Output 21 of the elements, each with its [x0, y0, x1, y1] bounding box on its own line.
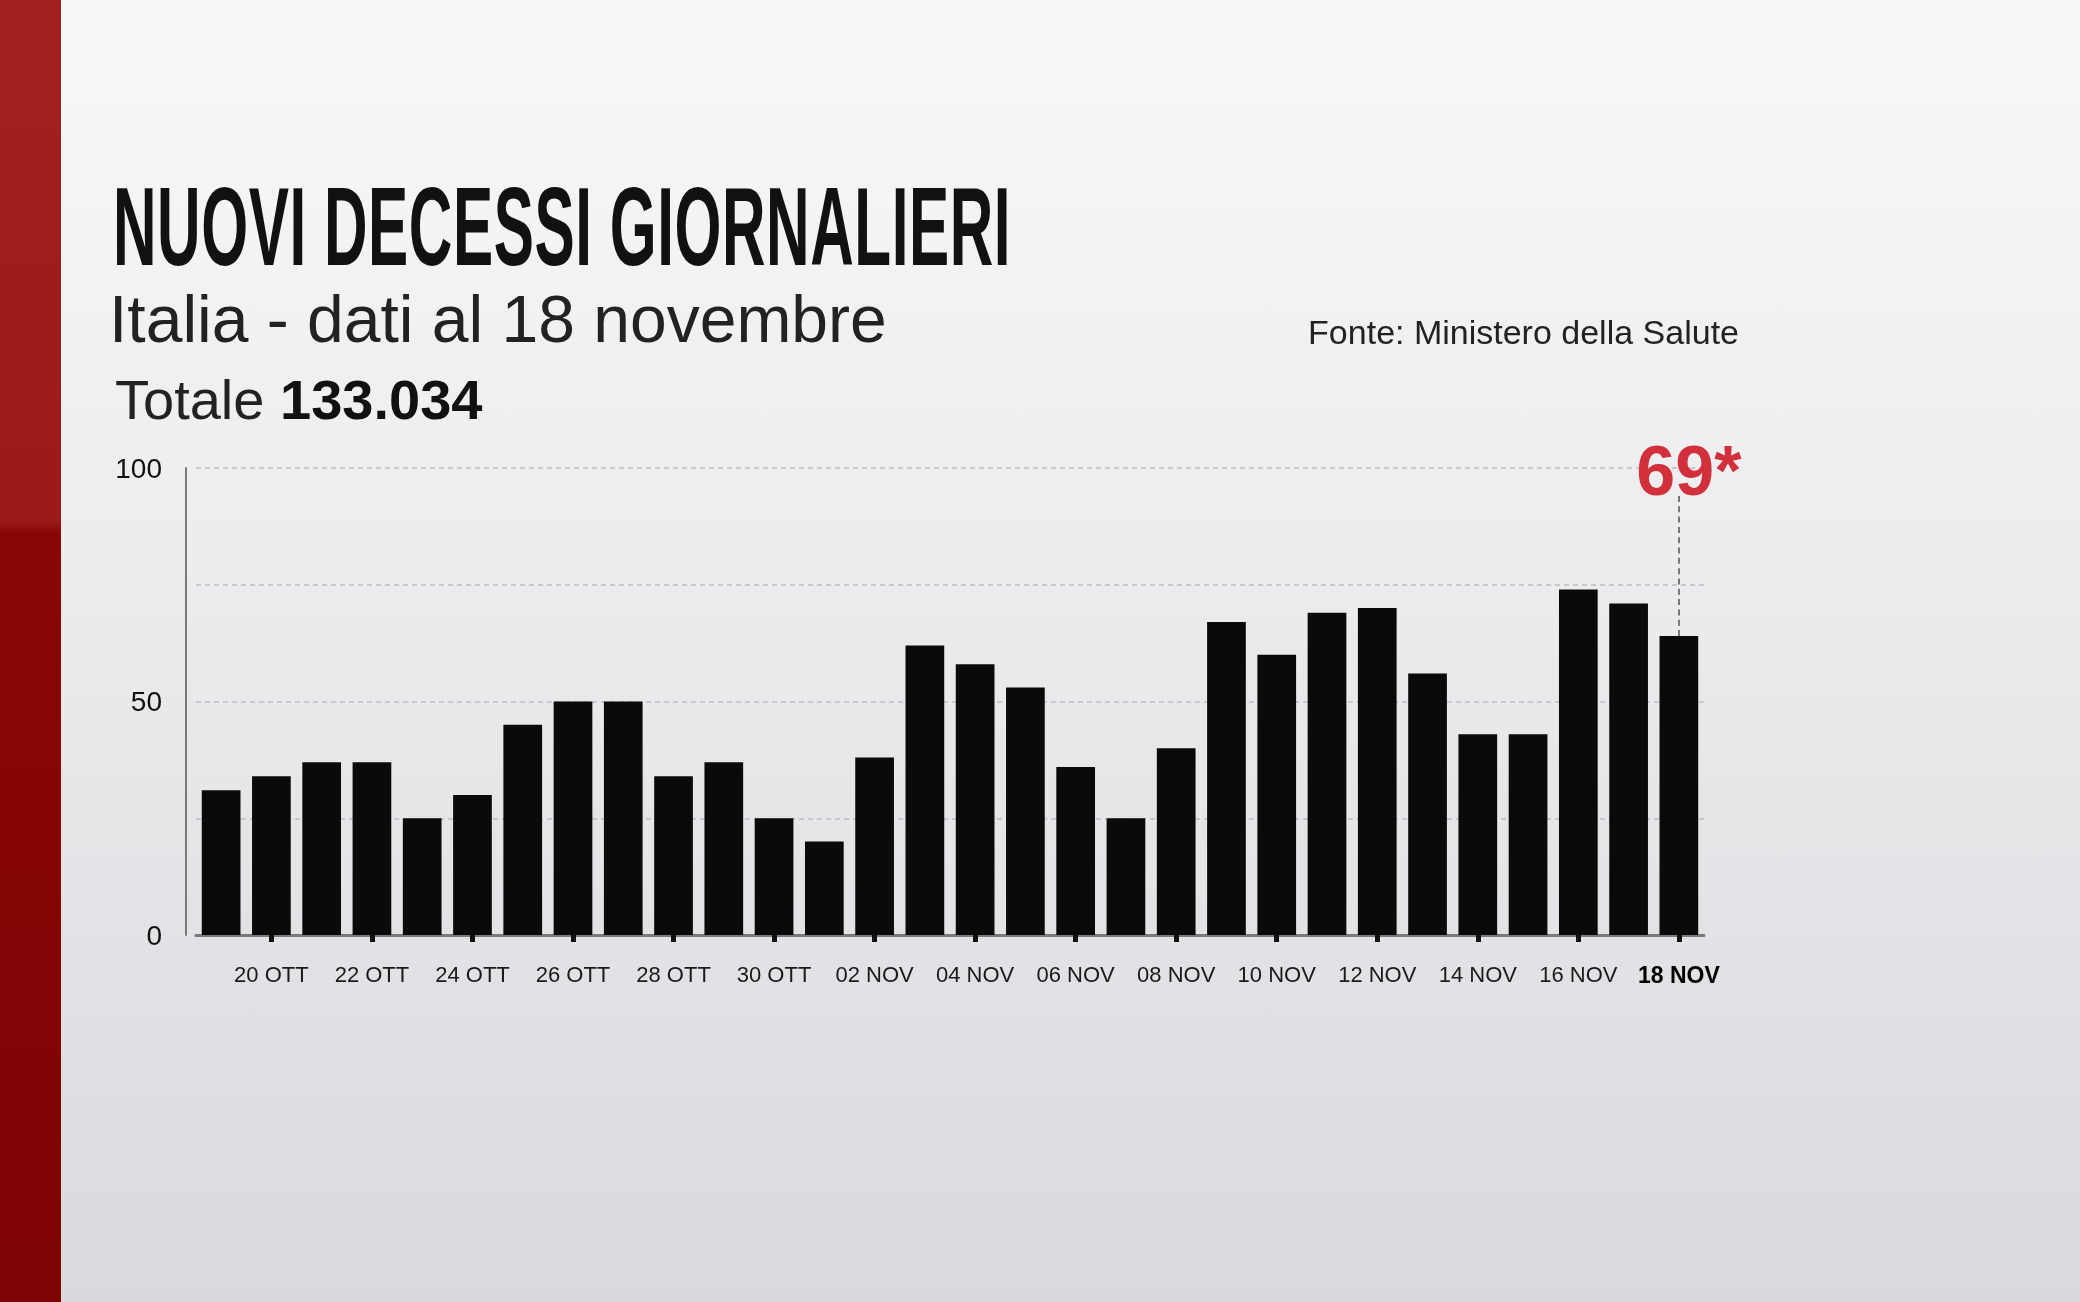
x-tick-label: 12 NOV [1338, 961, 1417, 987]
annotation: 69* [1636, 432, 1742, 510]
x-tick-label: 30 OTT [736, 961, 812, 987]
x-tick-label: 20 OTT [234, 961, 309, 987]
x-tick-label: 04 NOV [936, 961, 1015, 987]
x-tick-label: 08 NOV [1137, 961, 1216, 987]
y-tick-label: 100 [115, 452, 162, 484]
y-tick-label: 0 [146, 919, 162, 951]
x-tick-label: 24 OTT [435, 961, 510, 987]
x-tick-label: 10 NOV [1237, 961, 1317, 987]
x-tick-label: 06 NOV [1036, 961, 1116, 987]
y-tick-label: 50 [130, 686, 162, 717]
x-tick-label: 02 NOV [835, 961, 915, 987]
x-tick-label: 28 OTT [636, 961, 711, 987]
x-tick-label: 16 NOV [1539, 961, 1618, 987]
text: Totale 133.034 [115, 368, 483, 431]
x-tick-label: 14 NOV [1438, 961, 1518, 987]
x-tick-label: 26 OTT [535, 961, 611, 987]
source-note: Fonte: Ministero della Salute [1308, 313, 1739, 351]
x-tick-label: 22 OTT [334, 961, 410, 987]
x-tick-label: 18 NOV [1637, 961, 1721, 988]
